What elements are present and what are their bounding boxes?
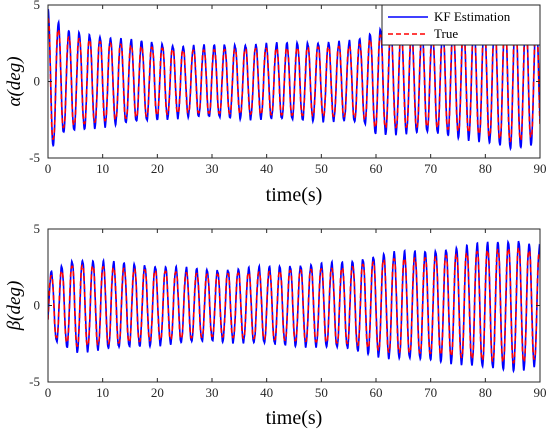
beta-ticks: 0 10 20 30 40 50 60 70 80 90 -5 0 5 (29, 221, 546, 400)
alpha-x-tick-label: 30 (206, 161, 219, 176)
alpha-x-tick-label: 0 (45, 161, 52, 176)
beta-series-group (48, 239, 540, 374)
beta-x-axis-label: time(s) (266, 407, 323, 429)
alpha-plot-panel: 0 10 20 30 40 50 60 70 80 90 -5 0 5 time(s) α(deg) K… (4, 0, 547, 206)
alpha-x-tick-label: 80 (479, 161, 492, 176)
beta-x-tick-label: 20 (151, 385, 164, 400)
alpha-x-axis-label: time(s) (266, 184, 323, 206)
legend-label-kf-estimation: KF Estimation (434, 9, 511, 24)
alpha-x-tick-label: 40 (260, 161, 273, 176)
alpha-y-axis-label: α(deg) (4, 56, 25, 106)
beta-y-tick-label: 5 (34, 221, 41, 236)
alpha-x-tick-label: 20 (151, 161, 164, 176)
legend-label-true: True (434, 26, 458, 41)
legend-box (381, 4, 541, 46)
alpha-y-tick-label: 0 (34, 74, 41, 89)
beta-plot-panel: 0 10 20 30 40 50 60 70 80 90 -5 0 5 time(s) β(deg) (4, 221, 547, 429)
alpha-x-tick-label: 60 (370, 161, 383, 176)
alpha-x-tick-label: 10 (96, 161, 109, 176)
legend: KF Estimation True (381, 4, 541, 46)
beta-x-tick-label: 40 (260, 385, 273, 400)
alpha-x-tick-label: 50 (315, 161, 328, 176)
alpha-series-group (48, 9, 540, 152)
beta-y-tick-label: 0 (34, 298, 41, 313)
beta-true-line (48, 246, 540, 364)
alpha-y-tick-label: 5 (34, 0, 41, 12)
alpha-true-line (48, 17, 540, 143)
alpha-x-tick-label: 90 (534, 161, 547, 176)
alpha-ticks: 0 10 20 30 40 50 60 70 80 90 -5 0 5 (29, 0, 546, 176)
beta-x-tick-label: 30 (206, 385, 219, 400)
alpha-x-tick-label: 70 (424, 161, 437, 176)
beta-x-tick-label: 10 (96, 385, 109, 400)
beta-y-axis-label: β(deg) (4, 281, 25, 332)
beta-x-tick-label: 80 (479, 385, 492, 400)
beta-x-tick-label: 70 (424, 385, 437, 400)
beta-y-tick-label: -5 (29, 374, 40, 389)
alpha-y-tick-label: -5 (29, 150, 40, 165)
beta-x-tick-label: 90 (534, 385, 547, 400)
beta-kf-estimation-line (48, 239, 540, 374)
beta-x-tick-label: 50 (315, 385, 328, 400)
beta-x-tick-label: 0 (45, 385, 52, 400)
beta-x-tick-label: 60 (370, 385, 383, 400)
